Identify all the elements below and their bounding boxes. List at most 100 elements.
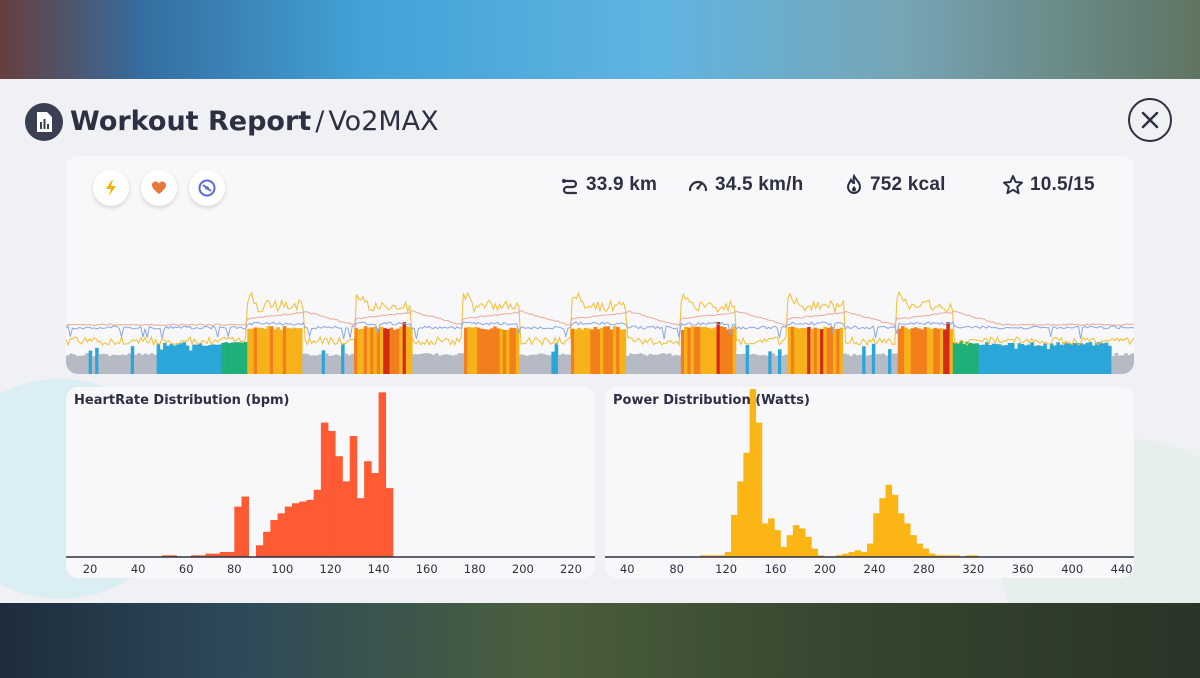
timeline-bar [632,354,636,374]
timeline-bar [363,326,368,374]
timeline-bar [975,343,979,374]
power-bar [941,555,948,557]
timeline-bar [166,345,170,374]
power-bar [897,513,905,557]
timeline-bar [881,353,886,374]
timeline-bar [884,355,889,374]
power-toggle[interactable] [93,170,129,206]
timeline-bar [324,353,329,374]
close-button[interactable] [1128,98,1172,142]
power-bar [749,389,757,557]
workout-report-panel: Workout Report / Vo2MAX [0,79,1200,603]
timeline-bar [719,326,724,374]
heartrate-bar [169,555,177,557]
timeline-bar [820,329,824,374]
heartrate-bar [227,551,235,557]
timeline-bar [231,342,235,374]
timeline-bar [894,353,899,374]
cadence-toggle[interactable] [189,170,225,206]
timeline-bar [350,353,355,374]
timeline-bar [402,322,407,374]
calories-stat: 752 kcal [844,174,946,196]
power-bar [842,553,849,557]
timeline-bar [813,327,818,374]
timeline-bar [991,343,996,374]
timeline-bar [263,328,267,374]
timeline-bar [1091,345,1096,374]
timeline-bar [629,353,633,374]
timeline-bar [396,328,400,374]
timeline-bar [580,329,585,374]
timeline-bar [810,329,814,374]
power-bar [854,550,862,557]
timeline-bar [1108,345,1112,374]
background-top [0,0,1200,80]
timeline-bar [366,327,371,374]
timeline-bar [69,353,73,374]
timeline-bar [1007,342,1012,374]
timeline-bar [875,354,879,374]
timeline-bar [121,354,125,374]
timeline-bar [700,327,704,374]
power-bar [706,555,713,557]
power-bar [731,515,738,557]
timeline-bar [208,345,212,374]
power-bar [860,551,868,557]
heartrate-bar [191,555,199,557]
timeline-bar [551,351,555,374]
timeline-bar [1117,355,1122,374]
timeline-bar [422,353,426,374]
power-histogram: 40 80 120 160 200 240 280 320 360 400 440 [605,389,1134,576]
timeline-bar [195,344,199,374]
heartrate-bar [349,436,358,557]
heart-toggle[interactable] [141,170,177,206]
timeline-bar [655,354,659,374]
timeline-bar [282,326,287,374]
timeline-bar [266,326,271,374]
heartrate-bar [313,489,322,557]
power-chart-title: Power Distribution (Watts) [613,393,810,408]
timeline-bar [732,326,737,374]
power-bar [922,548,930,557]
timeline-bar [117,355,122,374]
heartrate-bar [385,488,394,557]
timeline-bar [315,355,319,374]
timeline-bar [878,354,882,374]
timeline-bar [512,327,517,374]
power-bar [879,498,886,557]
timeline-bar [965,341,970,374]
timeline-bar [651,354,656,374]
timeline-bar [1046,349,1051,374]
timeline-bar [305,353,310,374]
timeline-bar [457,353,462,374]
heartrate-bar [219,551,228,557]
timeline-bar [761,354,766,374]
timeline-bar [1017,343,1022,374]
timeline-bar [697,326,701,374]
timeline-bar [956,343,960,374]
timeline-bar [321,350,326,374]
timeline-bar [172,345,177,374]
timeline-bar [295,328,300,374]
timeline-bar [1014,348,1018,374]
timeline-bar [237,342,242,374]
timeline-bar [680,329,685,374]
timeline-bar [470,327,475,374]
timeline-bar [1088,342,1093,374]
timeline-bar [480,328,484,374]
timeline-bar [739,354,743,374]
timeline-bar [1043,342,1047,374]
timeline-bar [1121,355,1125,374]
heartrate-bar [277,513,286,557]
heartrate-bar [342,481,351,557]
timeline-bar [75,355,80,374]
timeline-bar [587,328,591,374]
timeline-bar [781,355,785,374]
power-tick-label: 200 [814,562,836,576]
timeline-bar [923,327,928,374]
timeline-bar [1069,343,1073,374]
timeline-bar [163,342,167,374]
timeline-bar [140,354,144,374]
timeline-bar [952,342,957,374]
timeline-bar [706,327,711,374]
